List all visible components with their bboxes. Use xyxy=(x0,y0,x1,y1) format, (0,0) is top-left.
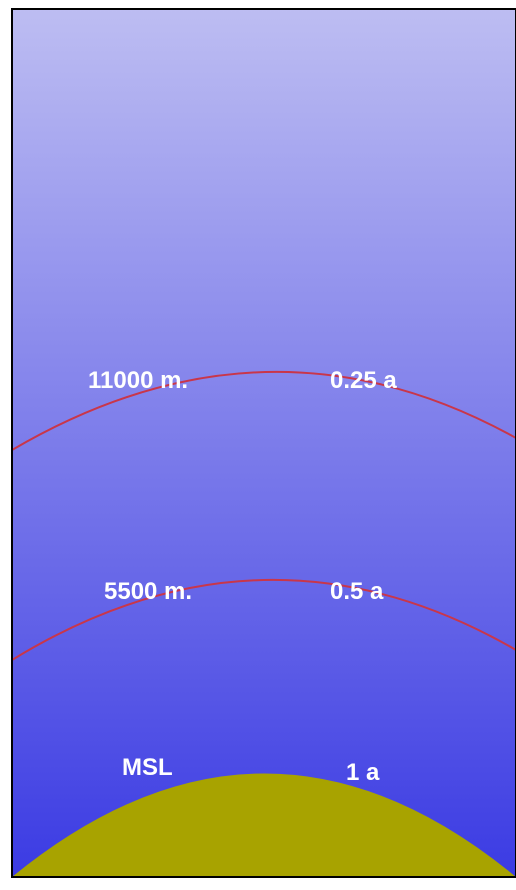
altitude-label-msl: MSL xyxy=(122,754,173,781)
altitude-label-11000: 11000 m. xyxy=(88,367,188,394)
altitude-label-5500: 5500 m. xyxy=(104,578,192,605)
pressure-label-1: 1 a xyxy=(346,759,380,786)
pressure-label-0-5: 0.5 a xyxy=(330,578,384,605)
diagram-border xyxy=(11,8,516,878)
isobar-arc-5500m xyxy=(12,579,516,661)
pressure-label-0-25: 0.25 a xyxy=(330,367,397,394)
earth-surface xyxy=(12,773,516,877)
isobar-arc-11000m xyxy=(12,371,516,451)
sky-background xyxy=(12,9,516,877)
